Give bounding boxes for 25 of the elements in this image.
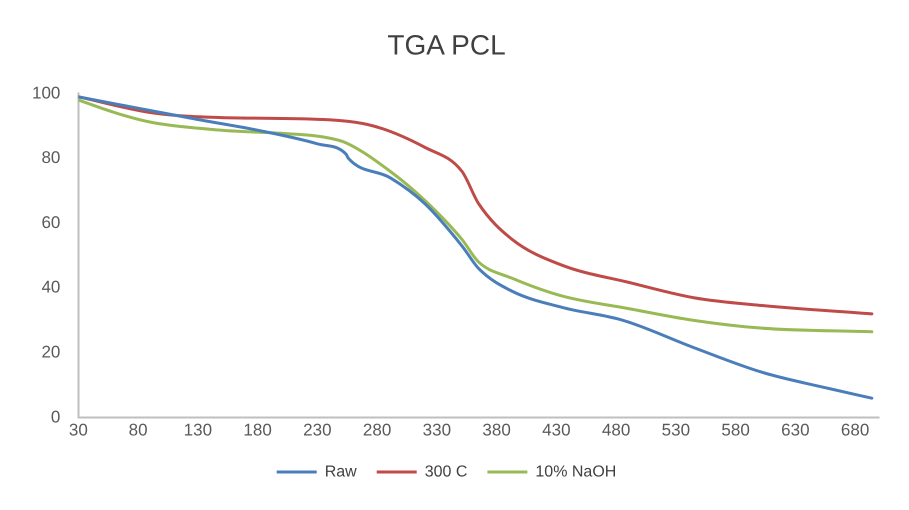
line-series xyxy=(78,95,874,400)
legend-label: 300 C xyxy=(424,463,468,480)
y-tick-label: 0 xyxy=(50,407,60,426)
x-tick-label: 30 xyxy=(68,420,88,440)
x-tick-label: 180 xyxy=(243,420,272,440)
y-tick-label: 20 xyxy=(41,342,60,362)
y-tick-label: 80 xyxy=(41,148,60,168)
x-tick-label: 80 xyxy=(128,420,148,440)
x-tick-label: 430 xyxy=(542,420,571,440)
y-tick-label: 100 xyxy=(32,83,60,102)
legend-label: Raw xyxy=(324,463,358,480)
x-tick-label: 130 xyxy=(184,420,212,440)
x-tick-label: 580 xyxy=(721,420,750,440)
x-tick-label: 230 xyxy=(303,420,332,440)
x-tick-label: 480 xyxy=(602,420,630,440)
x-tick-label: 630 xyxy=(781,420,810,440)
x-tick-label: 280 xyxy=(362,420,392,440)
legend-label: 10% NaOH xyxy=(535,463,616,480)
y-tick-label: 60 xyxy=(41,212,60,232)
x-tick-label: 330 xyxy=(422,420,452,440)
chart-title: TGA PCL xyxy=(387,30,506,61)
x-tick-label: 680 xyxy=(840,420,870,440)
y-tick-label: 40 xyxy=(41,278,60,297)
x-tick-label: 530 xyxy=(662,420,690,440)
x-tick-label: 380 xyxy=(482,420,511,440)
